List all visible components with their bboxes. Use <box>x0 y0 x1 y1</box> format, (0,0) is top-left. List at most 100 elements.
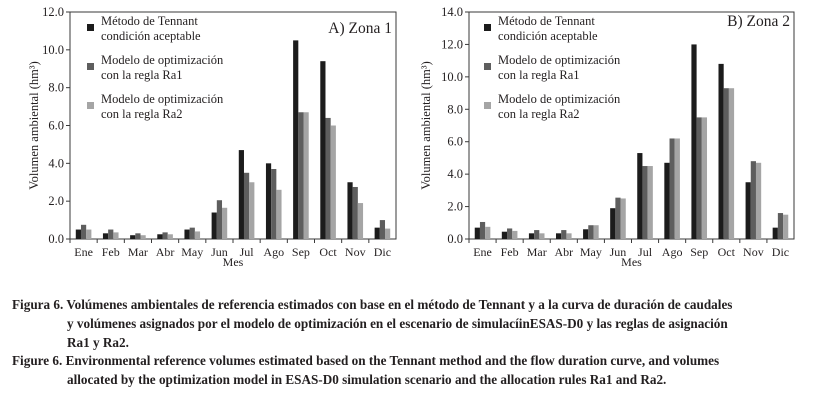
x-tick-label: Nov <box>345 245 366 259</box>
x-tick-label: Jun <box>211 245 228 259</box>
plot-frame <box>468 11 795 240</box>
legend-swatch <box>484 24 491 31</box>
bar-dic-series-3 <box>385 228 391 239</box>
y-tick-label: 0.0 <box>48 232 64 246</box>
bar-ago-series-2 <box>271 169 277 239</box>
bar-sep-series-2 <box>696 117 702 239</box>
bar-abr-series-1 <box>555 233 562 239</box>
y-tick-label: 6.0 <box>447 135 463 149</box>
y-axis-label: Volumen ambiental (hm³) <box>419 61 433 190</box>
bar-jul-series-1 <box>637 153 643 239</box>
bar-nov-series-3 <box>755 162 762 239</box>
x-tick-label: Ene <box>74 245 93 259</box>
y-tick-label: 0.0 <box>447 232 463 246</box>
bar-feb-series-1 <box>501 231 508 239</box>
bar-sep-series-1 <box>691 44 697 239</box>
x-tick-label: Sep <box>690 245 708 259</box>
bar-abr-series-3 <box>566 233 572 239</box>
chart-zona-1: 0.0 2.0 4.0 6.0 8.0 10.0 12.0 Volumen ambiental… <box>27 5 397 269</box>
bar-oct-series-1 <box>718 63 724 240</box>
bar-dic-series-2 <box>379 220 386 239</box>
y-tick-label: 8.0 <box>48 81 64 95</box>
legend-swatch <box>484 102 491 109</box>
caption-es-line-2: y volúmenes asignados por el modelo de o… <box>67 316 728 331</box>
legend-label: Modelo de optimización con la regla Ra1 <box>498 53 621 82</box>
x-tick-label: Jul <box>638 245 653 259</box>
bar-oct-series-3 <box>728 88 735 239</box>
x-axis-label: Mes <box>223 255 244 269</box>
caption-es-line-3: Ra1 y Ra2. <box>67 335 129 350</box>
x-tick-label: Ago <box>662 245 683 259</box>
bar-jul-series-3 <box>249 182 255 239</box>
x-axis-label: Mes <box>621 255 642 269</box>
bar-sep-series-3 <box>303 112 309 239</box>
x-tick-label: Ago <box>263 245 284 259</box>
legend-label: Modelo de optimización con la regla Ra2 <box>498 92 621 121</box>
legend: Método de Tennant condición aceptable Mode… <box>87 14 224 121</box>
bar-feb-series-3 <box>113 232 119 239</box>
legend-label: Modelo de optimización con la regla Ra1 <box>101 53 224 82</box>
y-tick-label: 6.0 <box>48 119 64 133</box>
x-tick-label: Abr <box>554 245 573 259</box>
bar-may-series-2 <box>189 227 195 239</box>
bar-ene-series-1 <box>474 227 480 239</box>
bar-jun-series-3 <box>620 198 626 239</box>
x-tick-label: Abr <box>156 245 175 259</box>
bar-mar-series-2 <box>135 233 141 239</box>
bar-ago-series-1 <box>664 162 670 239</box>
bar-sep-series-2 <box>298 112 304 239</box>
bar-jul-series-2 <box>642 166 648 239</box>
figure-charts: 0.0 2.0 4.0 6.0 8.0 10.0 12.0 Volumen ambiental… <box>27 5 795 269</box>
bar-oct-series-2 <box>325 117 331 239</box>
x-tick-label: May <box>580 245 602 259</box>
y-tick-label: 10.0 <box>441 70 463 84</box>
x-tick-label: Sep <box>292 245 310 259</box>
bar-nov-series-1 <box>745 182 751 239</box>
x-tick-label: May <box>181 245 203 259</box>
y-axis-label: Volumen ambiental (hm³) <box>27 61 41 190</box>
bar-ago-series-3 <box>276 189 282 239</box>
bar-ene-series-3 <box>485 226 491 239</box>
x-tick-label: Oct <box>718 245 736 259</box>
bar-abr-series-1 <box>157 234 163 239</box>
bar-feb-series-1 <box>102 233 109 239</box>
bar-may-series-2 <box>588 225 594 239</box>
bar-nov-series-2 <box>750 161 756 239</box>
chart-zona-2: 0.0 2.0 4.0 6.0 8.0 10.0 12.0 14.0 Volumen ambie… <box>419 5 795 269</box>
x-tick-label: Dic <box>374 245 391 259</box>
bar-jun-series-1 <box>610 208 616 239</box>
x-tick-label: Feb <box>501 245 519 259</box>
bar-feb-series-3 <box>512 230 518 239</box>
legend-swatch <box>87 102 94 109</box>
legend-swatch <box>484 63 491 70</box>
bar-ago-series-3 <box>674 138 680 239</box>
bar-ago-series-1 <box>265 163 272 239</box>
caption-en-line-1: Figure 6. Environmental reference volume… <box>12 353 720 368</box>
bar-mar-series-2 <box>534 230 540 239</box>
caption-es-line-1: Figura 6. Volúmenes ambientales de refer… <box>12 297 733 312</box>
bar-dic-series-1 <box>772 227 778 239</box>
bar-abr-series-3 <box>167 234 173 239</box>
bar-jul-series-1 <box>238 150 244 239</box>
legend-label: Método de Tennant condición aceptable <box>498 14 598 43</box>
y-tick-label: 2.0 <box>48 194 64 208</box>
plot-frame <box>69 11 397 240</box>
bar-ene-series-3 <box>86 229 92 239</box>
bar-oct-series-2 <box>723 88 729 239</box>
bar-ene-series-2 <box>80 224 87 239</box>
bar-jun-series-2 <box>216 200 223 239</box>
bar-may-series-3 <box>194 231 201 239</box>
bar-jul-series-2 <box>243 172 250 239</box>
bar-jul-series-3 <box>647 166 653 239</box>
bar-may-series-1 <box>184 229 190 239</box>
legend-label: Método de Tennant condición aceptable <box>101 14 201 43</box>
bar-nov-series-2 <box>352 186 358 239</box>
bar-sep-series-1 <box>293 40 299 239</box>
bar-jun-series-1 <box>211 212 217 239</box>
legend-label: Modelo de optimización con la regla Ra2 <box>101 92 224 121</box>
bar-jun-series-2 <box>615 197 621 239</box>
x-tick-label: Feb <box>102 245 120 259</box>
panel-title: B) Zona 2 <box>727 13 790 30</box>
bar-dic-series-3 <box>783 214 789 239</box>
bar-abr-series-2 <box>561 230 567 239</box>
